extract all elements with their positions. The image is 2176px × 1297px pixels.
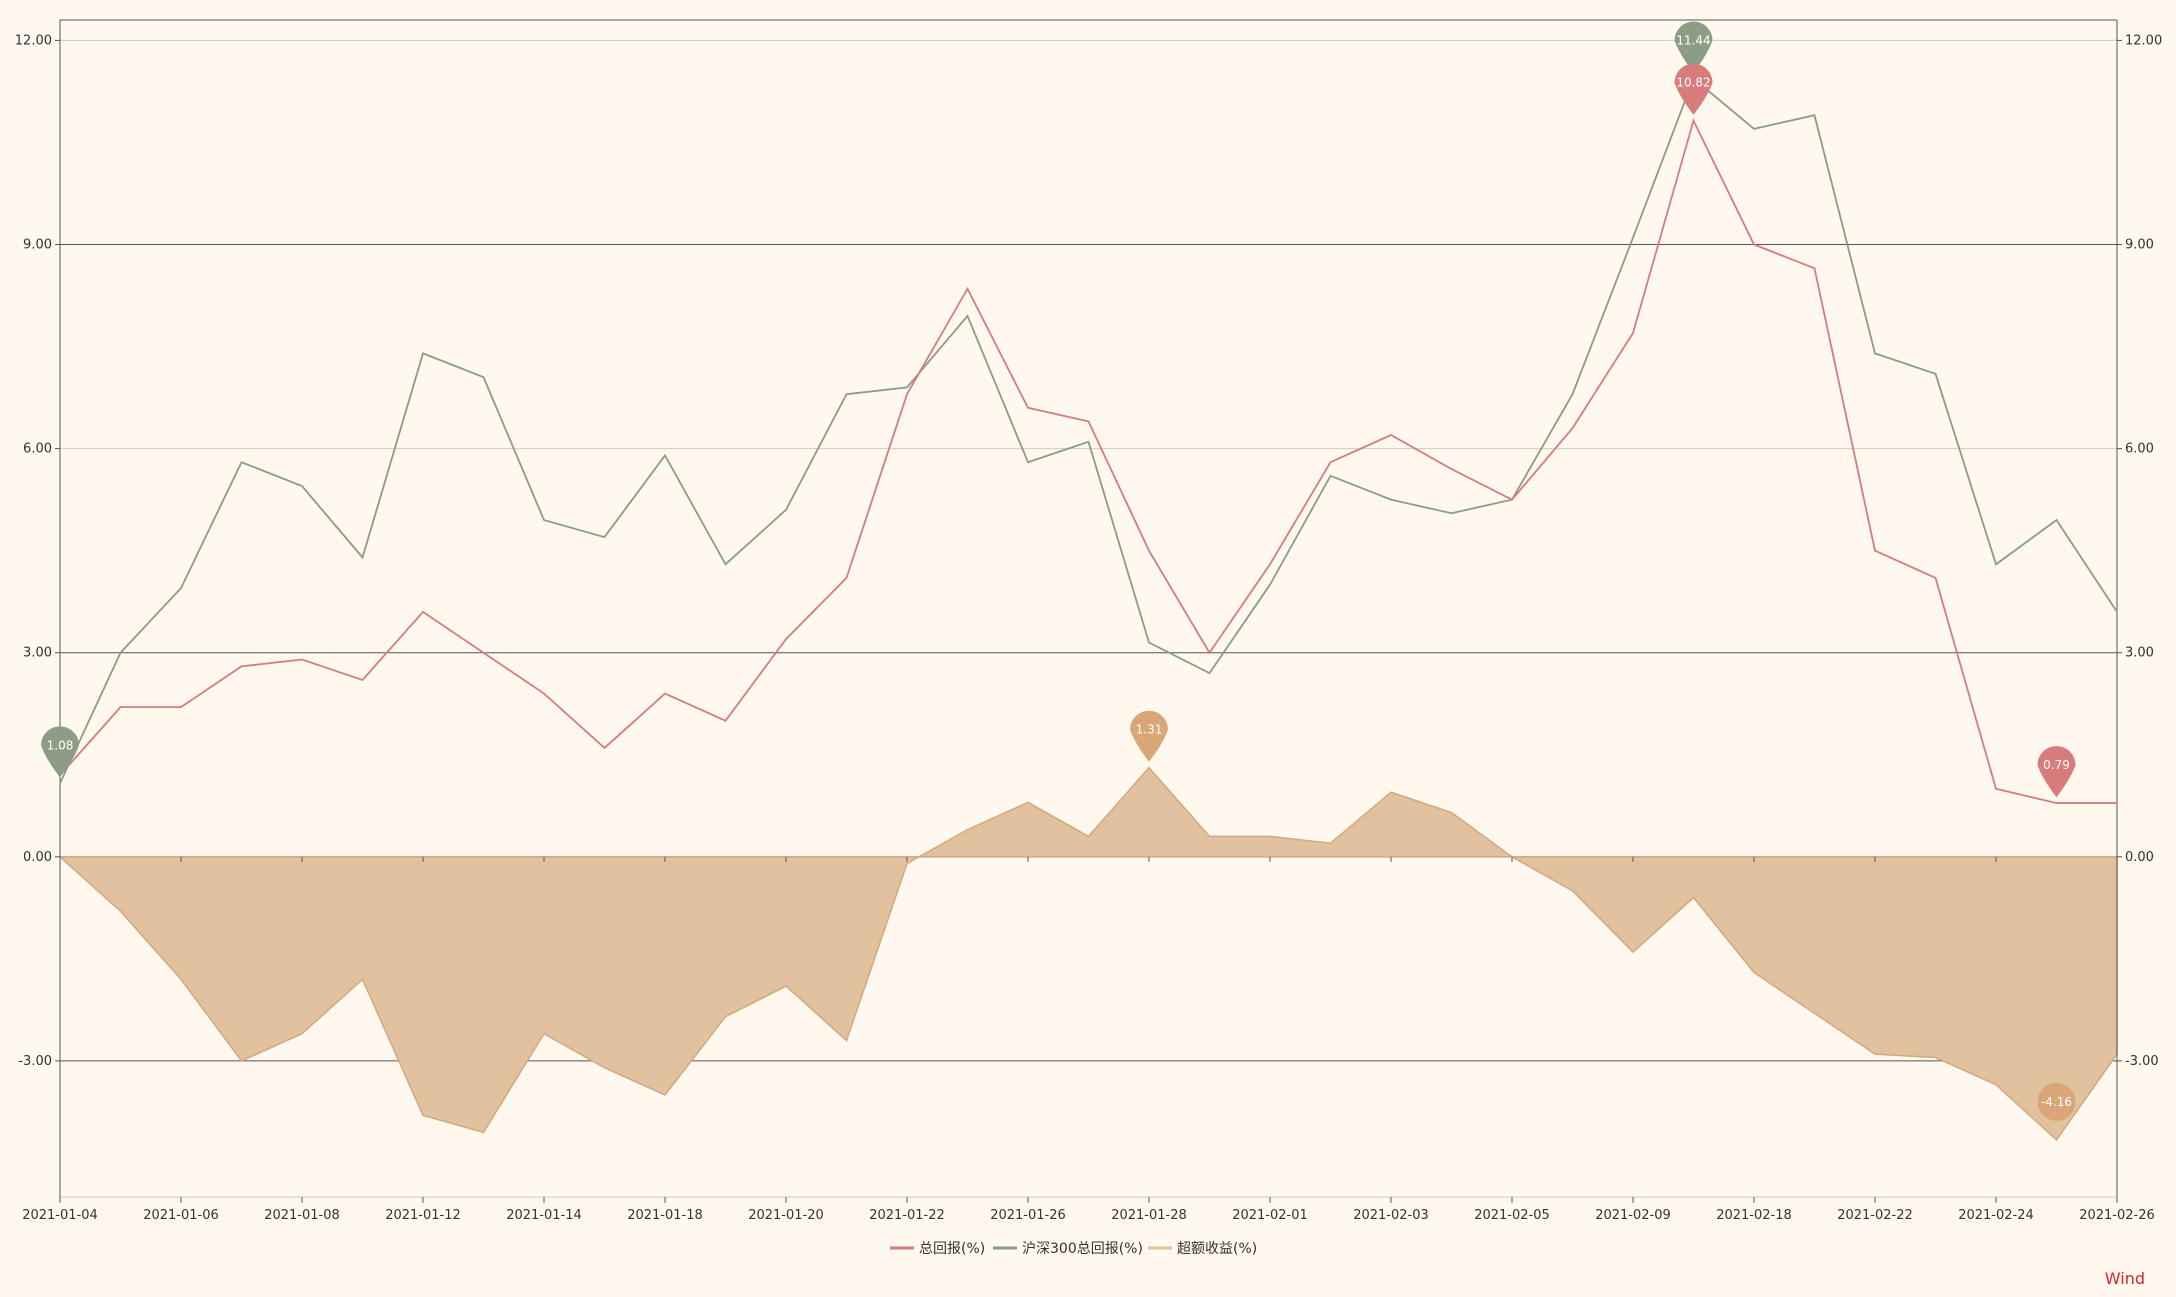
legend-item[interactable]: 沪深300总回报(%) [993,1241,1143,1257]
marker-pin: -4.16 [2037,1082,2076,1121]
legend-item[interactable]: 超额收益(%) [1148,1241,1257,1257]
y-tick-label-right: 9.00 [2125,238,2154,253]
x-tick-label: 2021-02-22 [1837,1208,1913,1223]
y-tick-label-right: 3.00 [2125,646,2154,661]
marker-pin-shape [2037,746,2076,798]
x-tick-label: 2021-02-18 [1716,1208,1792,1223]
total-return-line [59,118,2117,804]
marker-pin-shape [1674,21,1713,73]
marker-pin-bubble [2037,1082,2076,1121]
x-tick-label: 2021-01-14 [506,1208,582,1223]
marker-pin: 10.82 [1674,63,1713,115]
markers: 1.08 11.44 10.82 0.79 1.31 -4.16 [41,21,2076,1121]
marker-label: 11.44 [1676,34,1710,48]
y-tick-label-left: 9.00 [23,238,52,253]
marker-label: -4.16 [2041,1095,2072,1109]
excess-return-area [58,766,2118,1141]
x-tick-label: 2021-02-24 [1958,1208,2034,1223]
y-tick-label-right: 12.00 [2125,33,2162,48]
marker-pin: 1.31 [1130,710,1168,762]
y-tick-label-left: 12.00 [15,33,52,48]
marker-pin: 0.79 [2037,746,2076,798]
x-tick-label: 2021-01-26 [990,1208,1066,1223]
y-tick-label-right: 0.00 [2125,850,2154,865]
wind-brand-label: Wind [2105,1269,2145,1288]
marker-label: 1.31 [1136,723,1163,737]
x-tick-label: 2021-01-12 [385,1208,461,1223]
marker-pin-shape [1674,63,1713,115]
y-tick-label-left: 3.00 [23,646,52,661]
y-tick-label-right: 6.00 [2125,442,2154,457]
x-axis-ticks: 2021-01-04 2021-01-06 2021-01-08 2021-01-12… [22,1197,2155,1223]
y-tick-label-left: -3.00 [18,1054,52,1069]
x-tick-label: 2021-01-20 [748,1208,824,1223]
legend-label: 沪深300总回报(%) [1022,1241,1143,1257]
excess-return-area-path [58,766,2118,1141]
marker-label: 10.82 [1676,76,1710,90]
x-tick-label: 2021-01-22 [869,1208,945,1223]
marker-pin-shape [1130,710,1168,762]
x-tick-label: 2021-01-18 [627,1208,703,1223]
y-tick-label-left: 6.00 [23,442,52,457]
y-tick-label-left: 0.00 [23,850,52,865]
x-tick-label: 2021-01-28 [1111,1208,1187,1223]
x-tick-label: 2021-02-26 [2079,1208,2155,1223]
marker-label: 0.79 [2043,758,2070,772]
x-tick-label: 2021-01-04 [22,1208,98,1223]
csi300-return-line [59,77,2118,784]
x-tick-label: 2021-02-05 [1474,1208,1550,1223]
x-tick-label: 2021-01-08 [264,1208,340,1223]
legend-item[interactable]: 总回报(%) [890,1241,985,1257]
x-tick-label: 2021-02-01 [1232,1208,1308,1223]
y-tick-label-right: -3.00 [2125,1054,2159,1069]
marker-pin: 11.44 [1674,21,1713,73]
series-lines [59,77,2118,804]
y-axis-right-ticks: 12.00 9.00 6.00 3.00 0.00 -3.00 [2125,33,2162,1069]
x-tick-label: 2021-01-06 [143,1208,219,1223]
y-axis-left-ticks: 12.00 9.00 6.00 3.00 0.00 -3.00 [15,33,52,1069]
marker-pin-shape [41,726,79,778]
x-tick-label: 2021-02-09 [1595,1208,1671,1223]
marker-label: 1.08 [47,738,74,752]
legend-label: 超额收益(%) [1177,1241,1257,1257]
legend-label: 总回报(%) [919,1241,985,1257]
marker-pin: 1.08 [41,726,79,778]
x-tick-label: 2021-02-03 [1353,1208,1429,1223]
legend[interactable]: 总回报(%) 沪深300总回报(%) 超额收益(%) [890,1241,1257,1257]
axes [55,19,2122,1198]
